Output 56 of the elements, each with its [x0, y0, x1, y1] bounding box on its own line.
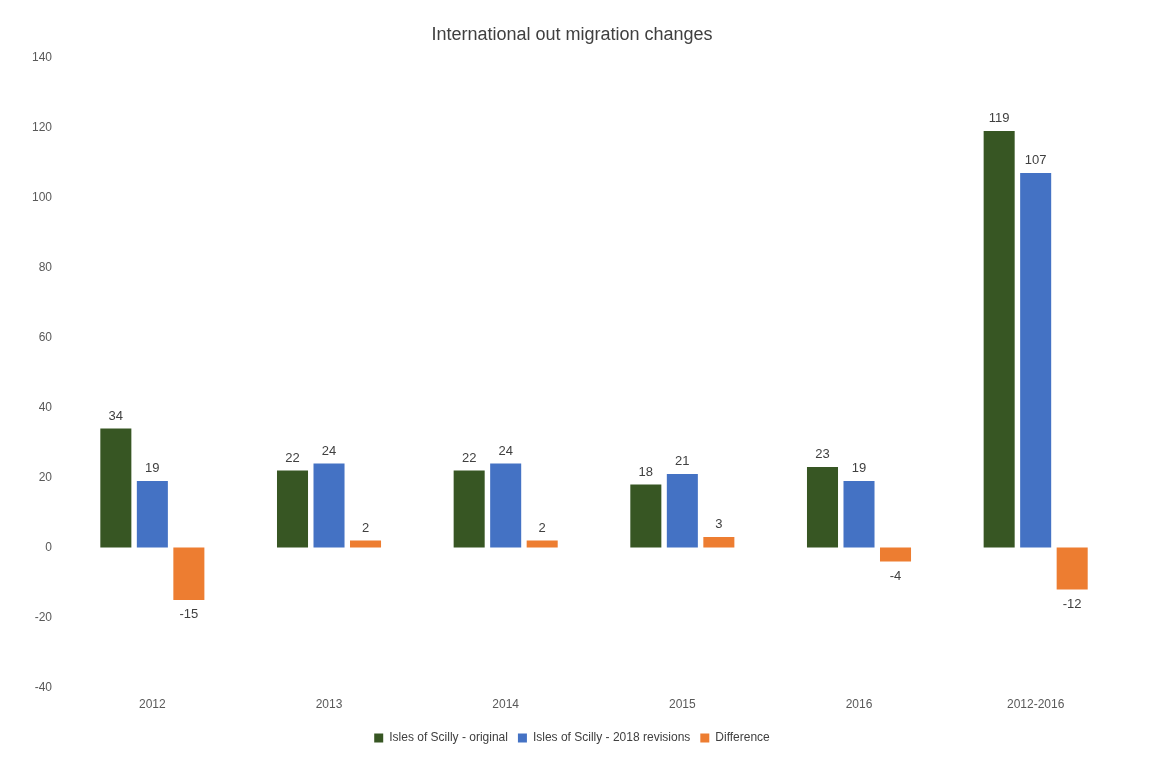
x-tick-label: 2013	[315, 697, 343, 712]
bar	[630, 484, 662, 548]
y-tick-label: 60	[38, 329, 53, 344]
data-label: 2	[361, 519, 370, 535]
bar	[666, 474, 698, 548]
bar	[313, 463, 345, 548]
data-label: 18	[638, 463, 654, 479]
data-label: -15	[179, 606, 199, 622]
x-tick-label: 2014	[492, 697, 520, 712]
y-tick-label: -40	[34, 679, 53, 694]
data-label: 19	[851, 460, 867, 476]
data-label: 3	[715, 516, 723, 532]
x-tick-label: 2015	[668, 697, 697, 712]
data-label: 107	[1024, 152, 1047, 168]
x-tick-label: 2012-2016	[1006, 697, 1065, 712]
legend-label: Isles of Scilly - original	[389, 730, 508, 745]
legend-label: Difference	[715, 730, 771, 745]
y-tick-label: 120	[31, 119, 53, 134]
y-tick-label: -20	[34, 609, 53, 624]
bar	[136, 481, 168, 548]
bar	[276, 470, 309, 548]
x-tick-label: 2012	[139, 697, 167, 712]
data-label: -12	[1062, 595, 1082, 611]
bar	[350, 540, 382, 548]
data-label: 21	[675, 453, 690, 469]
bar	[843, 481, 875, 548]
bar	[806, 467, 839, 548]
data-label: 119	[988, 110, 1010, 126]
data-label: 19	[145, 460, 160, 476]
chart-title: International out migration changes	[431, 23, 713, 44]
legend-label: Isles of Scilly - 2018 revisions	[532, 730, 691, 745]
data-label: 22	[285, 449, 300, 465]
data-label: 24	[321, 442, 337, 458]
bar	[1056, 547, 1088, 590]
data-label: 2	[538, 519, 546, 535]
data-label: 34	[108, 407, 124, 423]
y-tick-label: 20	[38, 469, 53, 484]
data-label: 22	[461, 449, 477, 465]
y-tick-label: 40	[38, 399, 53, 414]
bar	[983, 131, 1015, 548]
bar	[173, 547, 205, 601]
y-tick-label: 100	[31, 189, 53, 204]
y-tick-label: 140	[31, 49, 53, 64]
bar	[1020, 173, 1052, 548]
bar	[880, 547, 912, 562]
y-tick-label: 80	[38, 259, 53, 274]
bar	[100, 428, 132, 548]
y-tick-label: 0	[45, 539, 53, 554]
bar	[490, 463, 522, 548]
data-label: -4	[889, 567, 902, 583]
bar	[703, 537, 735, 548]
data-label: 24	[498, 442, 513, 458]
data-label: 23	[815, 446, 830, 462]
bar	[526, 540, 558, 548]
bar	[453, 470, 485, 548]
x-tick-label: 2016	[845, 697, 873, 712]
